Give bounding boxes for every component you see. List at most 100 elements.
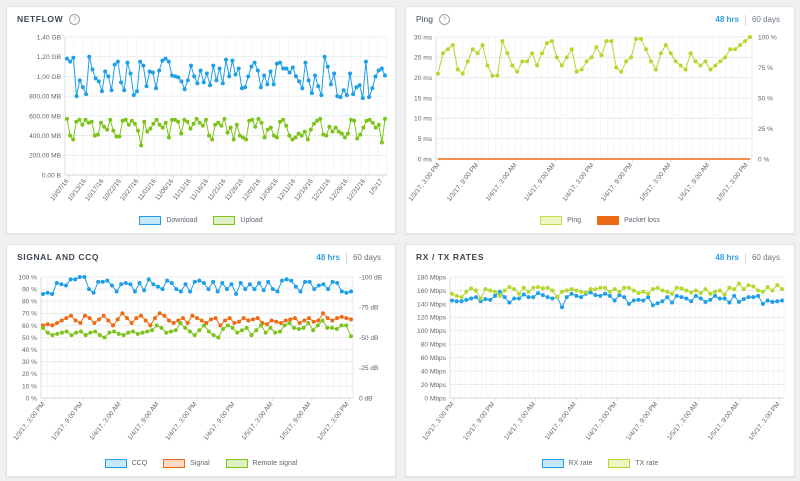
data-point-upload	[105, 127, 110, 132]
data-point-ccq	[137, 281, 142, 286]
legend-item-signal[interactable]: Signal	[163, 459, 210, 468]
legend-item-upload[interactable]: Upload	[213, 216, 263, 225]
legend-label: Upload	[240, 217, 263, 224]
x-tick-label: 1/4/17, 9:00 PM	[202, 401, 236, 442]
range-60-days[interactable]: 60 days	[751, 15, 780, 24]
data-point-upload	[364, 118, 369, 123]
range-selector: 48 hrs 60 days	[709, 15, 786, 26]
data-point-rx-rate	[684, 296, 689, 301]
x-tick-label: 1/4/17, 3:00 PM	[584, 401, 618, 442]
legend-item-remote-signal[interactable]: Remote signal	[225, 459, 297, 468]
y2-tick-label: 0 dB	[359, 395, 373, 402]
data-point-rx-rate	[574, 293, 579, 298]
data-point-download	[268, 69, 273, 74]
data-point-download	[138, 59, 143, 64]
x-tick-label: 1/4/17, 9:00 AM	[127, 401, 161, 442]
data-point-upload	[129, 118, 134, 123]
data-point-ccq	[220, 281, 225, 286]
data-point-ccq	[261, 288, 266, 293]
data-point-ping	[554, 55, 559, 60]
y-tick-label: 15 ms	[414, 95, 433, 102]
data-point-ping	[495, 73, 500, 78]
data-point-download	[376, 68, 381, 73]
data-point-rx-rate	[550, 296, 555, 301]
data-point-rx-rate	[631, 298, 636, 303]
data-point-tx-rate	[464, 289, 469, 294]
data-point-rx-rate	[540, 293, 545, 298]
data-point-download	[348, 71, 353, 76]
legend-label: Packet loss	[624, 217, 660, 224]
data-point-upload	[305, 137, 310, 142]
legend-item-ccq[interactable]: CCQ	[104, 459, 147, 468]
data-point-upload	[296, 131, 301, 136]
data-point-download	[112, 62, 117, 67]
netflow-title: NETFLOW	[17, 14, 64, 24]
data-point-download	[379, 66, 384, 71]
help-icon[interactable]: ?	[439, 14, 451, 25]
data-point-remote-signal	[244, 325, 249, 330]
data-point-upload	[339, 131, 344, 136]
y-tick-label: 800,00 MB	[29, 94, 61, 101]
data-point-upload	[237, 133, 242, 138]
data-point-tx-rate	[579, 289, 584, 294]
data-point-ping	[455, 67, 460, 72]
data-point-ping	[544, 41, 549, 46]
data-point-download	[150, 70, 155, 75]
data-point-tx-rate	[626, 285, 631, 290]
data-point-signal	[325, 316, 330, 321]
range-60-days[interactable]: 60 days	[352, 253, 381, 262]
data-point-rx-rate	[598, 293, 603, 298]
data-point-tx-rate	[655, 285, 660, 290]
data-point-rx-rate	[746, 295, 751, 300]
data-point-signal	[157, 311, 162, 316]
range-48-hrs[interactable]: 48 hrs	[715, 15, 739, 24]
legend-item-download[interactable]: Download	[139, 216, 197, 225]
data-point-download	[265, 82, 270, 87]
legend-item-packet-loss[interactable]: Packet loss	[597, 216, 660, 225]
data-point-ping	[530, 51, 535, 56]
data-point-download	[211, 63, 216, 68]
data-point-remote-signal	[112, 329, 117, 334]
legend-item-rx-rate[interactable]: RX rate	[541, 459, 592, 468]
data-point-remote-signal	[344, 323, 349, 328]
y-tick-label: 20 Mbps	[421, 382, 447, 389]
data-point-ping	[490, 73, 495, 78]
data-point-tx-rate	[603, 285, 608, 290]
data-point-signal	[181, 316, 185, 321]
data-point-ping	[698, 63, 703, 68]
data-point-tx-rate	[574, 288, 579, 293]
y-tick-label: 100 %	[18, 274, 37, 281]
range-60-days[interactable]: 60 days	[751, 253, 780, 262]
data-point-download	[109, 88, 114, 93]
data-point-ping	[614, 65, 619, 70]
data-point-download	[287, 70, 292, 75]
data-point-rx-rate	[708, 297, 713, 302]
range-48-hrs[interactable]: 48 hrs	[715, 253, 739, 262]
data-point-upload	[120, 118, 125, 123]
data-point-upload	[367, 117, 372, 122]
data-point-remote-signal	[173, 328, 178, 333]
data-point-ccq	[169, 281, 174, 286]
data-point-tx-rate	[717, 288, 722, 293]
data-point-tx-rate	[483, 287, 488, 292]
data-point-upload	[169, 117, 174, 122]
y2-tick-label: -75 dB	[359, 305, 379, 312]
data-point-upload	[383, 116, 387, 121]
data-point-upload	[95, 132, 100, 137]
data-point-remote-signal	[254, 328, 259, 333]
data-point-signal	[209, 317, 213, 322]
signal-chart: 0 % 10 % 20 % 30 % 40 % 50 % 60 % 70 % 80 % 90 % 1…	[12, 274, 382, 442]
data-point-upload	[203, 117, 208, 122]
legend-item-ping[interactable]: Ping	[540, 216, 581, 225]
data-point-ccq	[82, 275, 87, 279]
data-point-upload	[302, 129, 307, 134]
data-point-signal	[92, 320, 97, 325]
data-point-ping	[445, 47, 450, 52]
data-point-tx-rate	[583, 290, 588, 295]
legend-item-tx-rate[interactable]: TX rate	[608, 459, 658, 468]
ping-panel: Ping? 48 hrs 60 days 0 ms 5 ms 10 ms 15 ms 2…	[405, 6, 795, 234]
range-48-hrs[interactable]: 48 hrs	[316, 253, 340, 262]
data-point-download	[262, 73, 267, 78]
data-point-upload	[148, 126, 153, 131]
help-icon[interactable]: ?	[69, 14, 81, 25]
